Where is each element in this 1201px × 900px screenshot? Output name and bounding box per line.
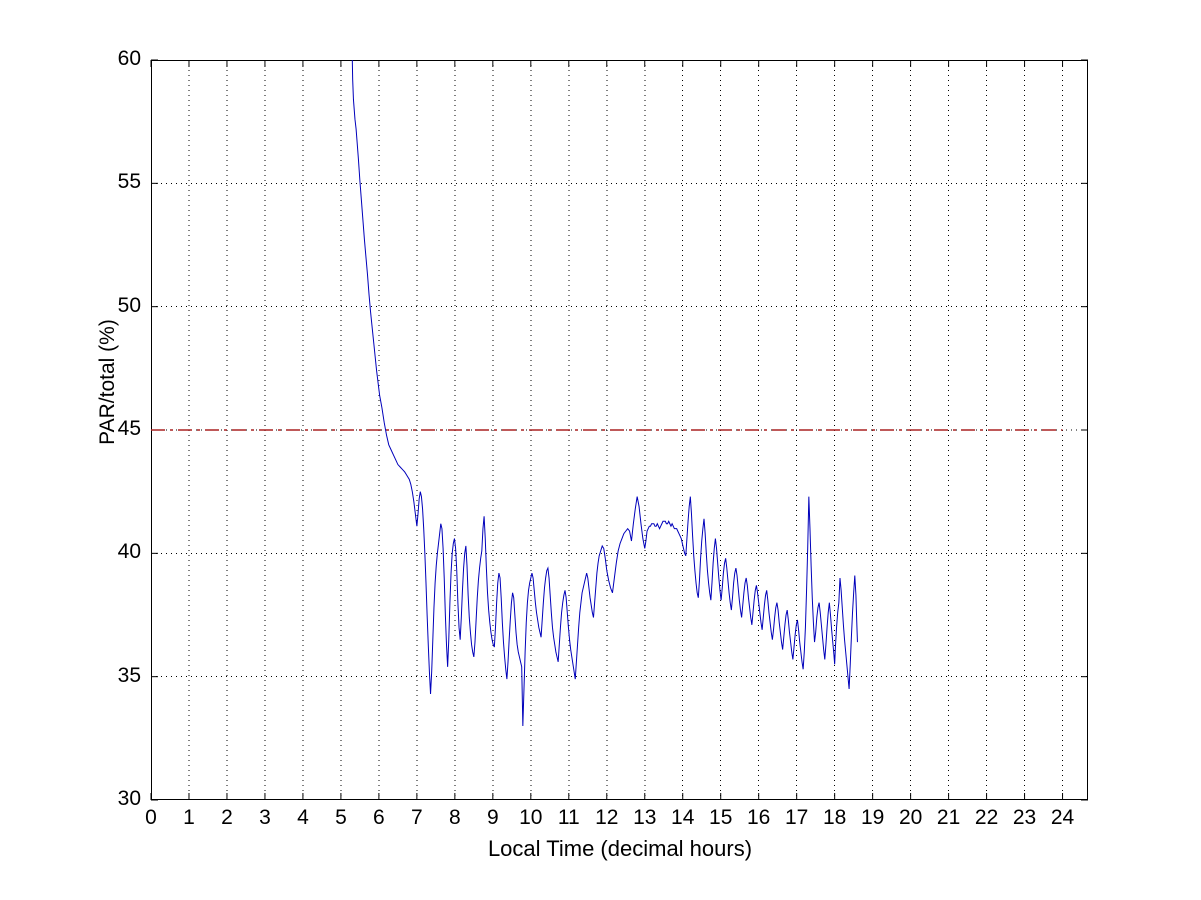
x-tick-label: 1 xyxy=(183,806,195,829)
x-tick-label: 21 xyxy=(936,806,961,829)
x-axis-title: Local Time (decimal hours) xyxy=(487,836,753,861)
x-tick-label: 17 xyxy=(784,806,809,829)
x-tick-label: 12 xyxy=(595,806,619,829)
x-tick-label: 24 xyxy=(1050,806,1075,829)
x-tick-label: 14 xyxy=(671,806,695,829)
plot-area xyxy=(151,60,1088,800)
y-tick-label: 30 xyxy=(117,787,141,810)
x-tick-label: 5 xyxy=(335,806,347,829)
x-tick-label: 0 xyxy=(145,806,157,829)
x-tick-label: 19 xyxy=(860,806,885,829)
x-tick-label: 16 xyxy=(747,806,771,829)
x-tick-label: 23 xyxy=(1012,806,1037,829)
y-tick-label: 35 xyxy=(117,663,141,687)
x-tick-label: 6 xyxy=(373,806,385,829)
x-tick-label: 22 xyxy=(974,806,999,829)
y-tick-label: 40 xyxy=(117,540,141,564)
x-tick-label: 10 xyxy=(519,806,543,829)
x-tick-label: 8 xyxy=(449,806,461,829)
y-tick-label: 50 xyxy=(117,293,141,317)
y-tick-label: 45 xyxy=(117,417,141,440)
x-tick-label: 18 xyxy=(822,806,847,829)
x-tick-label: 2 xyxy=(221,806,233,829)
x-tick-label: 3 xyxy=(259,806,271,829)
x-tick-label: 7 xyxy=(411,806,423,829)
x-tick-label: 4 xyxy=(297,806,309,829)
x-tick-label: 13 xyxy=(633,806,657,829)
y-tick-label: 60 xyxy=(117,47,141,70)
y-tick-label: 55 xyxy=(117,170,141,194)
x-tick-label: 9 xyxy=(486,806,499,829)
x-tick-label: 11 xyxy=(557,806,580,829)
x-tick-label: 20 xyxy=(898,806,923,829)
x-tick-label: 15 xyxy=(709,806,733,829)
